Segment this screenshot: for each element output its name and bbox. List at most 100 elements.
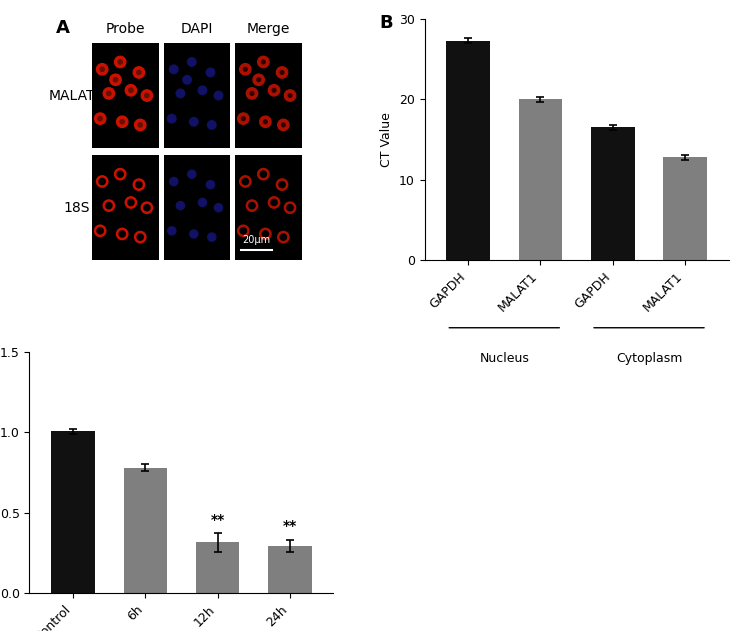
Circle shape: [287, 204, 293, 211]
Text: DAPI: DAPI: [181, 21, 213, 35]
Circle shape: [138, 123, 143, 127]
Circle shape: [277, 232, 289, 243]
Circle shape: [258, 56, 269, 68]
Bar: [519, 99, 562, 260]
Circle shape: [168, 114, 176, 123]
Circle shape: [188, 57, 196, 66]
Circle shape: [247, 200, 258, 211]
Circle shape: [107, 91, 111, 96]
Circle shape: [169, 65, 178, 74]
Circle shape: [240, 64, 251, 75]
Circle shape: [190, 230, 198, 238]
Circle shape: [168, 227, 176, 235]
Circle shape: [242, 179, 249, 185]
Circle shape: [135, 232, 146, 243]
Text: Cytoplasm: Cytoplasm: [616, 352, 682, 365]
Circle shape: [284, 202, 296, 213]
Circle shape: [244, 68, 247, 71]
Bar: [92, 155, 159, 260]
Circle shape: [141, 90, 152, 101]
Text: Nucleus: Nucleus: [479, 352, 529, 365]
Circle shape: [272, 88, 276, 92]
Circle shape: [125, 197, 137, 208]
Circle shape: [271, 199, 277, 206]
Circle shape: [188, 170, 196, 178]
Circle shape: [249, 203, 255, 209]
Text: **: **: [210, 513, 224, 527]
Bar: [163, 155, 230, 260]
Circle shape: [133, 67, 144, 78]
Text: A: A: [56, 19, 70, 37]
Circle shape: [262, 231, 269, 237]
Circle shape: [208, 233, 216, 241]
Circle shape: [106, 203, 112, 209]
Text: 20μm: 20μm: [242, 235, 270, 245]
Circle shape: [258, 168, 269, 180]
Circle shape: [96, 176, 108, 187]
Circle shape: [241, 117, 245, 121]
Circle shape: [208, 121, 216, 129]
Circle shape: [145, 93, 149, 98]
Circle shape: [128, 199, 134, 206]
Circle shape: [120, 120, 124, 124]
Bar: [163, 43, 230, 148]
Circle shape: [99, 179, 105, 185]
Circle shape: [214, 91, 223, 100]
Bar: [236, 43, 302, 148]
Circle shape: [141, 202, 152, 213]
Text: **: **: [283, 519, 297, 533]
Circle shape: [137, 234, 144, 240]
Circle shape: [117, 171, 124, 177]
Circle shape: [110, 74, 121, 85]
Circle shape: [238, 225, 249, 237]
Bar: [52, 432, 95, 593]
Circle shape: [183, 76, 191, 84]
Circle shape: [100, 67, 105, 71]
Bar: [591, 127, 634, 260]
Circle shape: [125, 85, 137, 96]
Circle shape: [281, 123, 286, 127]
Circle shape: [206, 68, 215, 77]
Circle shape: [257, 78, 261, 81]
Circle shape: [177, 201, 185, 209]
Circle shape: [118, 60, 122, 64]
Circle shape: [261, 171, 266, 177]
Circle shape: [277, 67, 288, 78]
Text: 18S: 18S: [63, 201, 90, 215]
Circle shape: [214, 204, 222, 212]
Circle shape: [98, 117, 102, 121]
Circle shape: [250, 91, 254, 95]
Circle shape: [199, 198, 207, 206]
Circle shape: [170, 177, 178, 186]
Circle shape: [96, 64, 108, 75]
Circle shape: [135, 182, 142, 188]
Circle shape: [116, 228, 128, 240]
Circle shape: [289, 93, 292, 97]
Circle shape: [277, 179, 288, 191]
Circle shape: [129, 88, 133, 93]
Circle shape: [144, 204, 150, 211]
Circle shape: [269, 85, 280, 96]
Text: B: B: [379, 14, 393, 32]
Circle shape: [115, 168, 126, 180]
Circle shape: [190, 117, 198, 126]
Circle shape: [240, 176, 251, 187]
Circle shape: [280, 71, 284, 74]
Circle shape: [247, 88, 258, 99]
Circle shape: [103, 200, 115, 211]
Circle shape: [135, 119, 146, 131]
Circle shape: [115, 56, 126, 68]
Circle shape: [240, 228, 247, 234]
Circle shape: [113, 78, 118, 82]
Circle shape: [94, 113, 106, 124]
Circle shape: [94, 225, 106, 237]
Bar: [236, 155, 302, 260]
Circle shape: [260, 116, 271, 127]
Text: Merge: Merge: [247, 21, 291, 35]
Circle shape: [206, 180, 215, 189]
Circle shape: [119, 231, 125, 237]
Y-axis label: CT Value: CT Value: [381, 112, 394, 167]
Circle shape: [260, 228, 271, 240]
Circle shape: [198, 86, 207, 95]
Bar: [124, 468, 167, 593]
